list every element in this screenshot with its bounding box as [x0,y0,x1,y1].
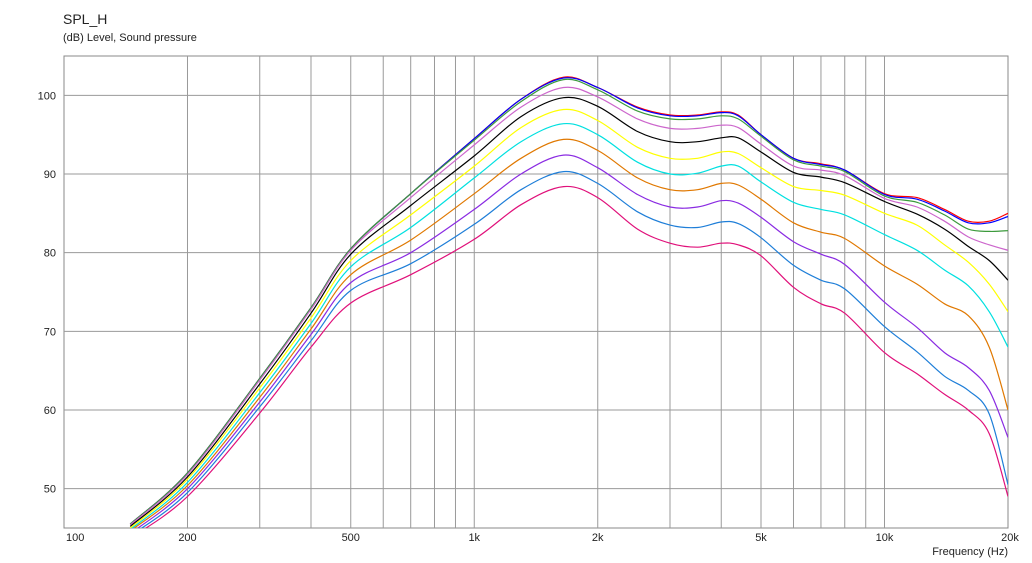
series-line-7 [131,122,1008,528]
series-line-3 [129,78,1008,525]
x-axis-ticks: 100 200 500 1k 2k 5k 10k 20k [66,532,1019,544]
x-tick-label: 2k [592,532,604,544]
series-line-11 [144,185,1008,528]
series-line-9 [136,154,1008,528]
y-tick-label: 90 [44,169,56,181]
series-layer [129,76,1008,528]
y-tick-label: 60 [44,405,56,417]
x-axis-label: Frequency (Hz) [932,546,1008,558]
series-line-5 [129,96,1008,527]
series-line-4 [129,86,1008,526]
y-axis-ticks: 50 60 70 80 90 100 [38,90,56,495]
y-tick-label: 80 [44,248,56,260]
chart-title: SPL_H [63,11,108,27]
y-tick-label: 50 [44,484,56,496]
x-tick-label: 10k [876,532,894,544]
series-line-6 [129,108,1008,528]
series-line-10 [140,170,1008,528]
x-tick-label: 200 [178,532,196,544]
x-tick-label: 5k [755,532,767,544]
y-tick-label: 70 [44,326,56,338]
chart-subtitle: (dB) Level, Sound pressure [63,32,197,44]
series-line-8 [133,138,1008,528]
x-tick-label: 1k [468,532,480,544]
x-tick-label: 20k [1001,532,1019,544]
x-tick-label: 100 [66,532,84,544]
x-tick-label: 500 [342,532,360,544]
y-tick-label: 100 [38,90,56,102]
